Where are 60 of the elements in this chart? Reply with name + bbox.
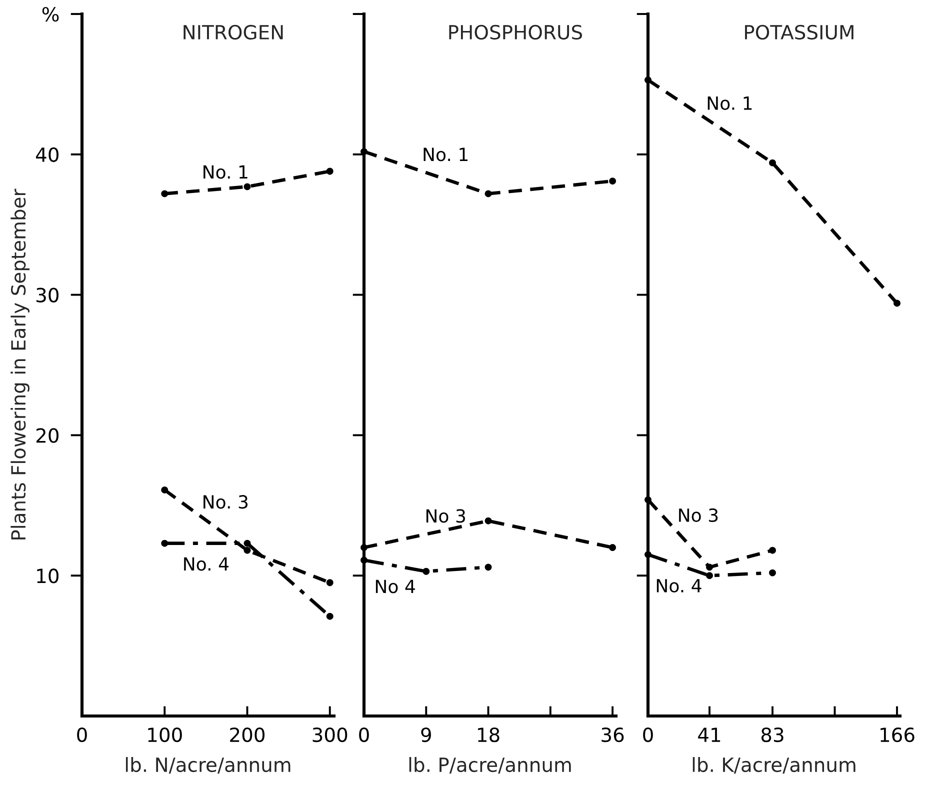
- x-tick-label: 18: [478, 727, 500, 742]
- series-label: No. 1: [424, 148, 468, 162]
- point: [360, 556, 368, 564]
- x-tick-label: 200: [230, 727, 265, 742]
- point: [360, 148, 368, 156]
- point: [326, 168, 334, 175]
- point: [244, 183, 251, 190]
- series-label: No 3: [426, 509, 466, 523]
- y-tick-label: 40: [36, 147, 58, 162]
- series-label: No 3: [679, 508, 718, 522]
- y-tick-label: 30: [36, 288, 58, 302]
- x-tick-label: 0: [77, 727, 87, 742]
- point: [769, 569, 776, 576]
- x-axis-title: lb. P/acre/annum: [409, 757, 571, 774]
- series-label: No 4: [376, 580, 415, 594]
- x-tick-label: 0: [359, 727, 369, 742]
- point: [644, 76, 652, 84]
- point: [161, 540, 168, 547]
- point: [326, 579, 334, 586]
- point: [161, 190, 168, 198]
- point: [244, 546, 251, 554]
- y-axis-title: Plants Flowering in Early September: [10, 188, 30, 540]
- point: [609, 178, 616, 185]
- series-label: No. 1: [204, 165, 248, 179]
- point: [484, 564, 492, 571]
- chart-title: NITROGEN: [184, 24, 283, 40]
- y-tick-label: %: [42, 6, 59, 22]
- point: [360, 544, 368, 551]
- point: [422, 568, 430, 575]
- point: [769, 159, 776, 166]
- series-label: No. 1: [708, 96, 752, 110]
- point: [326, 612, 334, 620]
- point: [484, 517, 492, 524]
- point: [161, 486, 168, 494]
- x-axis-title: lb. K/acre/annum: [692, 757, 856, 774]
- x-tick-label: 300: [312, 727, 348, 742]
- point: [706, 564, 713, 571]
- x-tick-label: 9: [421, 727, 431, 742]
- point: [484, 190, 492, 198]
- point: [644, 551, 652, 558]
- point: [644, 496, 652, 504]
- x-tick-label: 100: [148, 727, 182, 742]
- point: [706, 572, 713, 580]
- series-label: No. 4: [184, 557, 229, 571]
- x-tick-label: 0: [643, 727, 653, 742]
- series-label: No. 3: [204, 495, 248, 509]
- x-tick-label: 36: [602, 727, 624, 742]
- x-tick-label: 83: [761, 727, 784, 742]
- point: [609, 544, 616, 551]
- point: [769, 546, 776, 554]
- chart-title: POTASSIUM: [745, 24, 854, 40]
- point: [244, 540, 251, 547]
- y-tick-label: 10: [37, 568, 58, 584]
- x-tick-label: 41: [698, 728, 720, 742]
- chart-title: PHOSPHORUS: [449, 24, 582, 40]
- point: [894, 300, 900, 307]
- series-label: No. 4: [656, 579, 702, 593]
- y-tick-label: 20: [36, 428, 58, 443]
- x-axis-title: lb. N/acre/annum: [126, 757, 290, 774]
- x-tick-label: 166: [880, 727, 914, 742]
